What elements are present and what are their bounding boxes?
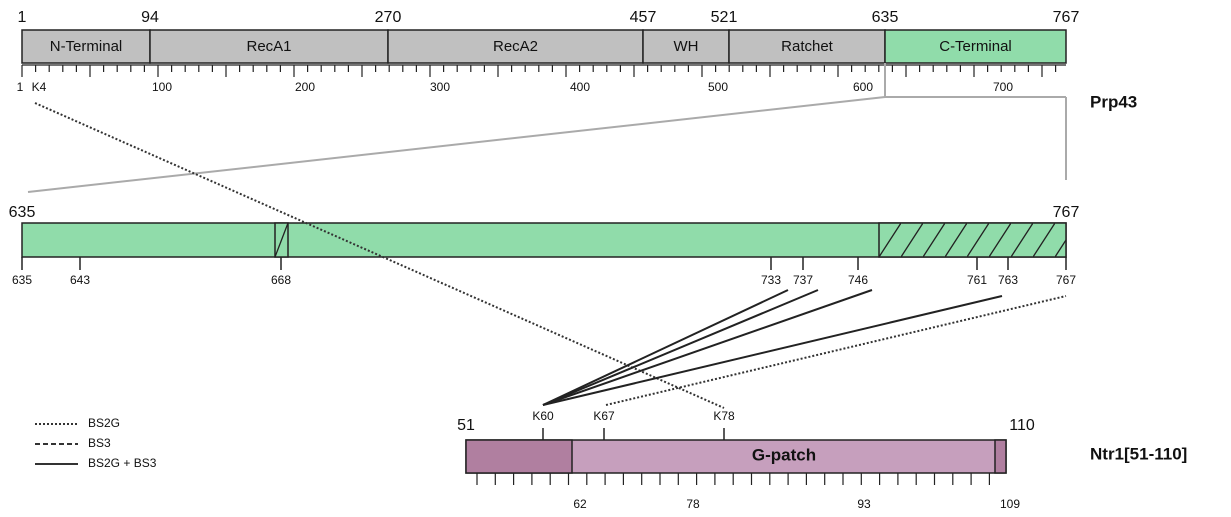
position-label: 109 bbox=[1000, 497, 1020, 511]
lysine-label: K60 bbox=[532, 409, 554, 423]
connector bbox=[542, 289, 873, 406]
connector bbox=[34, 102, 725, 409]
connector bbox=[542, 289, 789, 406]
position-label: 763 bbox=[998, 273, 1018, 287]
domain-label: G-patch bbox=[752, 445, 816, 464]
position-label: 643 bbox=[70, 273, 90, 287]
position-label: 668 bbox=[271, 273, 291, 287]
protein-name: Prp43 bbox=[1090, 92, 1137, 111]
domain-box bbox=[728, 29, 886, 64]
legend-label: BS2G bbox=[88, 416, 120, 430]
legend-label: BS2G + BS3 bbox=[88, 456, 157, 470]
scale-label: 600 bbox=[853, 80, 873, 94]
range-label: 51 bbox=[457, 417, 475, 434]
position-label: 635 bbox=[12, 273, 32, 287]
boundary-label: 1 bbox=[18, 9, 27, 26]
range-label: 767 bbox=[1053, 204, 1080, 221]
boundary-label: 94 bbox=[141, 9, 159, 26]
scale-label: 300 bbox=[430, 80, 450, 94]
range-label: 635 bbox=[9, 204, 36, 221]
ntr1-start bbox=[465, 439, 573, 474]
position-label: 78 bbox=[686, 497, 700, 511]
domain-box bbox=[884, 29, 1067, 64]
protein-name: Ntr1[51-110] bbox=[1090, 444, 1187, 463]
layer: N-Terminal RecA1 RecA2 WH Ratchet C-Terminal 1… bbox=[9, 9, 1188, 511]
connector bbox=[605, 295, 1067, 406]
domain-label: RecA1 bbox=[246, 38, 291, 55]
legend-label: BS3 bbox=[88, 436, 111, 450]
scale-label: 1 bbox=[17, 80, 24, 94]
connector bbox=[542, 289, 819, 406]
domain-label: N-Terminal bbox=[50, 38, 123, 55]
lysine-label: K67 bbox=[593, 409, 615, 423]
boundary-label: 767 bbox=[1053, 9, 1080, 26]
boundary-label: 457 bbox=[630, 9, 657, 26]
position-label: 767 bbox=[1056, 273, 1076, 287]
scale-label: 100 bbox=[152, 80, 172, 94]
range-label: 110 bbox=[1009, 417, 1035, 434]
boundary-label: 270 bbox=[375, 9, 402, 26]
hatched-region bbox=[878, 222, 1067, 258]
domain-label: Ratchet bbox=[781, 38, 834, 55]
scale-label: 400 bbox=[570, 80, 590, 94]
lysine-label: K78 bbox=[713, 409, 735, 423]
connector bbox=[27, 96, 886, 193]
domain-box bbox=[149, 29, 389, 64]
ntr1-end bbox=[994, 439, 1007, 474]
position-label: 737 bbox=[793, 273, 813, 287]
position-label: 62 bbox=[573, 497, 587, 511]
connector bbox=[274, 222, 289, 258]
position-label: 746 bbox=[848, 273, 868, 287]
position-label: 761 bbox=[967, 273, 987, 287]
boundary-label: 635 bbox=[872, 9, 899, 26]
domain-label: RecA2 bbox=[493, 38, 538, 55]
domain-label: WH bbox=[674, 38, 699, 55]
domain-box bbox=[21, 29, 151, 64]
scale-label: K4 bbox=[32, 80, 47, 94]
domain-box bbox=[387, 29, 644, 64]
position-label: 93 bbox=[857, 497, 871, 511]
domain-label: C-Terminal bbox=[939, 38, 1012, 55]
position-label: 733 bbox=[761, 273, 781, 287]
scale-label: 500 bbox=[708, 80, 728, 94]
connector bbox=[542, 295, 1003, 406]
scale-label: 700 bbox=[993, 80, 1013, 94]
scale-label: 200 bbox=[295, 80, 315, 94]
boundary-label: 521 bbox=[711, 9, 738, 26]
